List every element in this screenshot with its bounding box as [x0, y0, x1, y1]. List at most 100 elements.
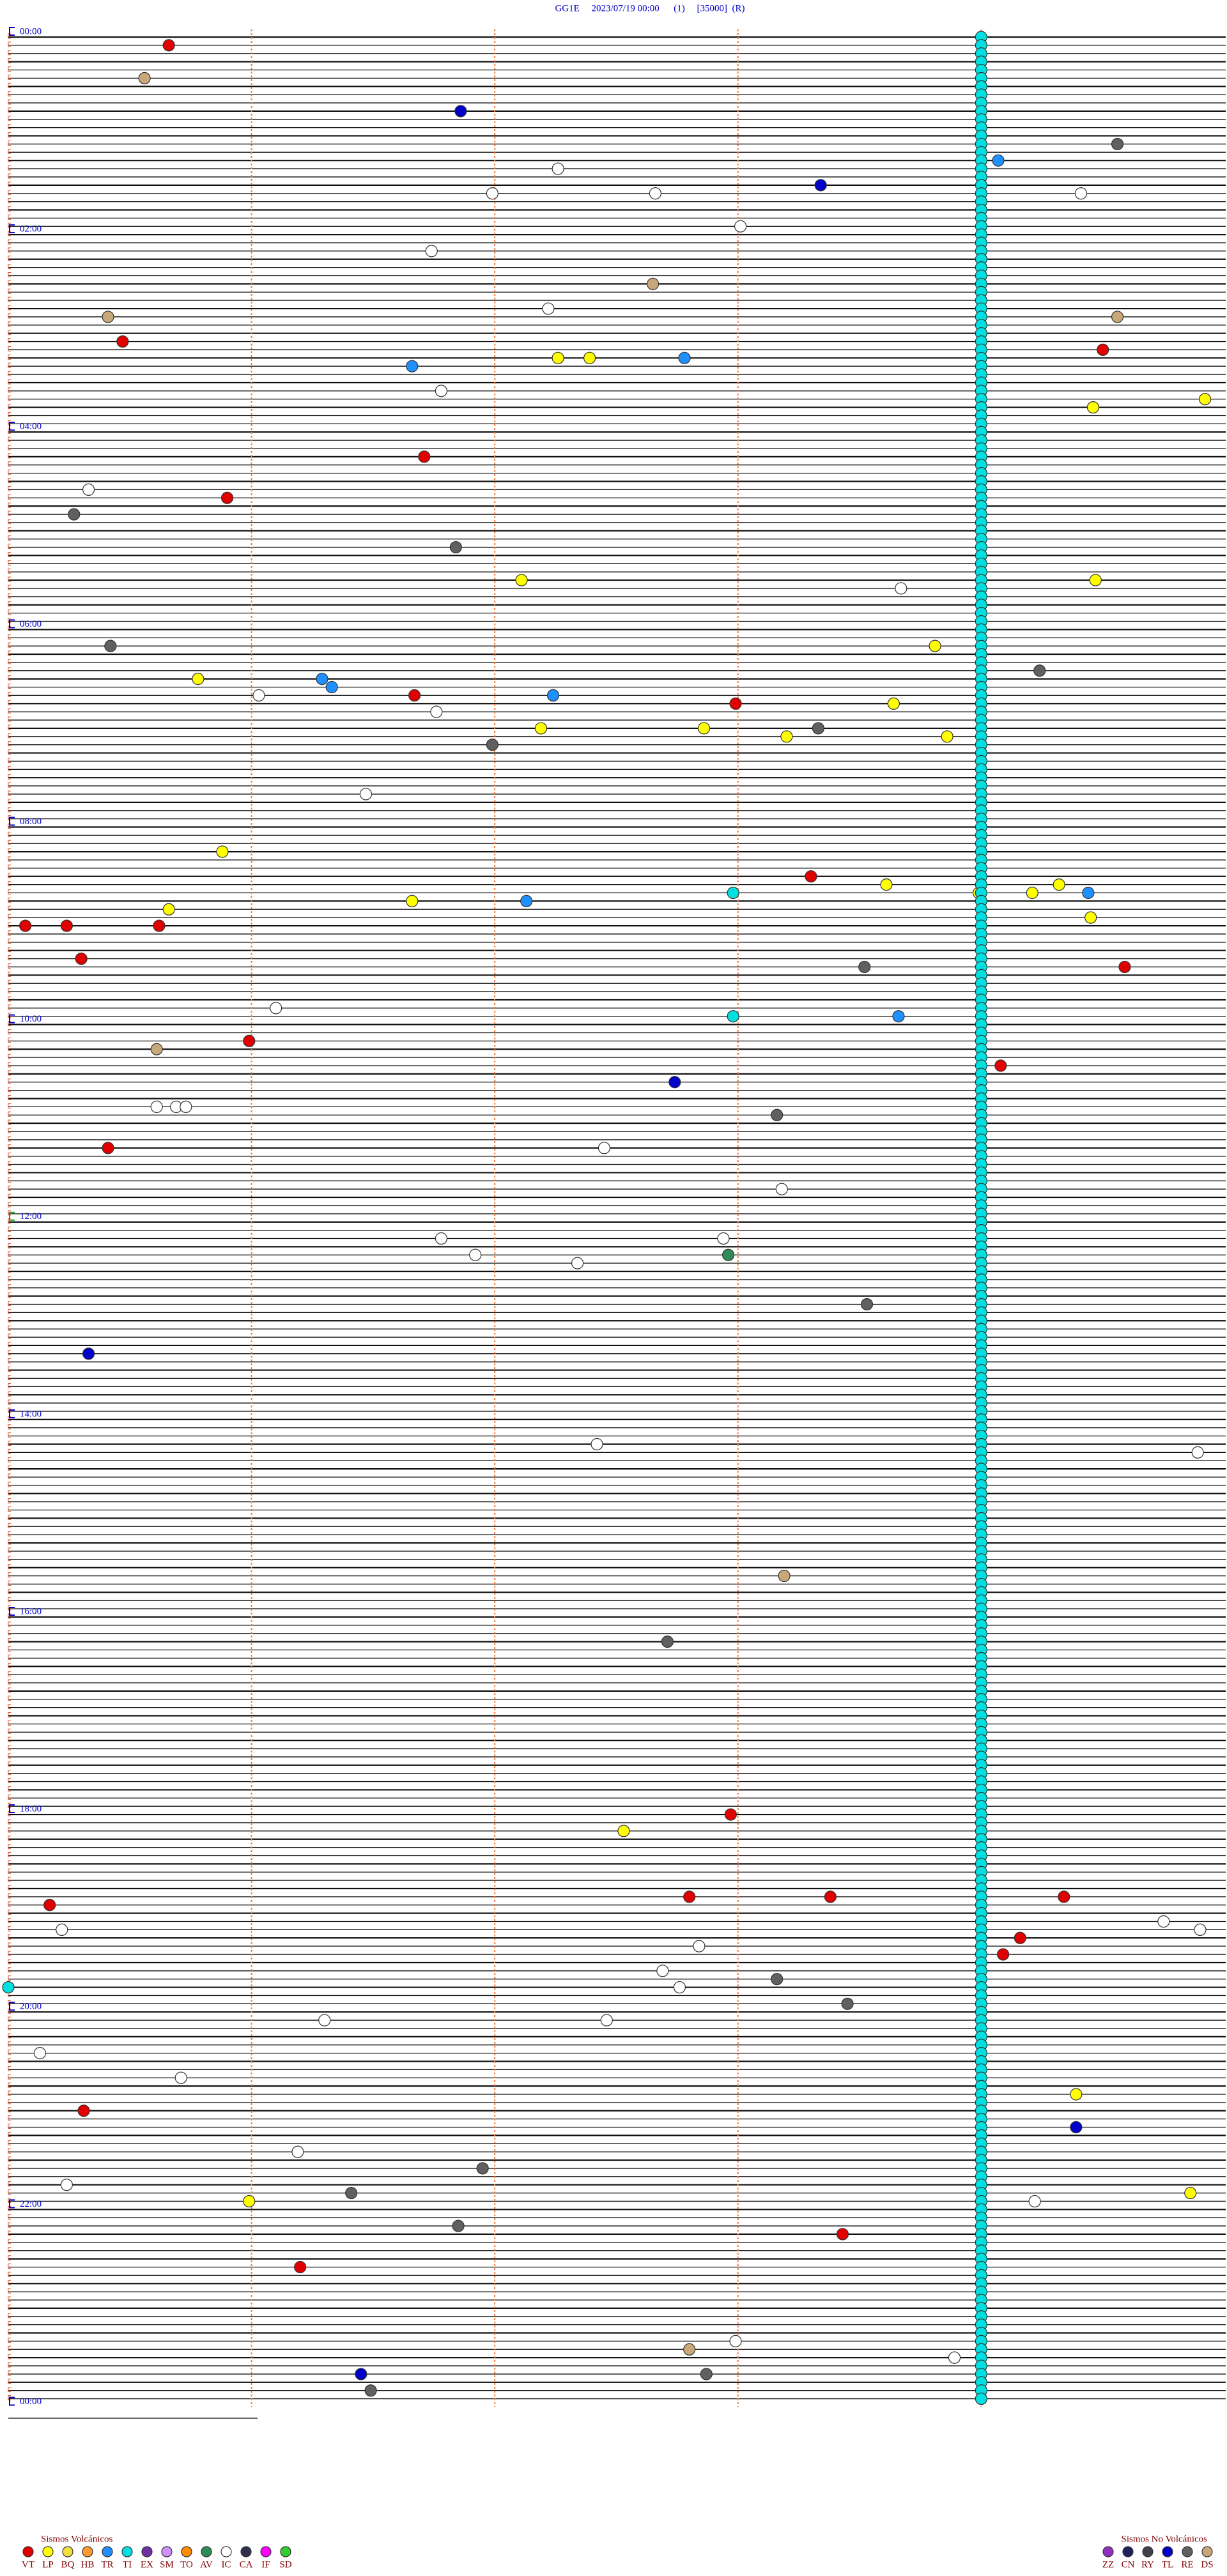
row-marker — [8, 338, 11, 344]
event-marker — [1026, 886, 1038, 900]
row-marker — [8, 1778, 11, 1784]
row-marker — [8, 1037, 11, 1043]
row-marker — [8, 2296, 11, 2302]
row-marker — [8, 1934, 11, 1940]
row-marker — [8, 436, 11, 442]
row-marker — [8, 58, 11, 64]
event-marker — [700, 2368, 713, 2380]
row-marker — [8, 1942, 11, 1948]
row-marker — [8, 799, 11, 804]
row-marker — [8, 1910, 11, 1915]
row-marker — [8, 757, 11, 763]
row-marker — [8, 2082, 11, 2088]
hour-bracket — [9, 1606, 15, 1616]
row-marker — [8, 2016, 11, 2022]
row-marker — [8, 1136, 11, 1142]
row-marker — [8, 107, 11, 113]
event-marker — [162, 39, 175, 52]
row-marker — [8, 1325, 11, 1331]
event-marker — [435, 385, 448, 397]
legend-swatch — [1142, 2546, 1154, 2557]
event-marker — [355, 2368, 367, 2380]
legend-swatch — [1102, 2546, 1114, 2557]
row-marker — [8, 140, 11, 146]
event-marker — [1014, 1931, 1026, 1944]
legend-code: ZZ — [1102, 2559, 1114, 2570]
row-marker — [8, 2033, 11, 2039]
row-marker — [8, 535, 11, 541]
hour-bracket — [9, 619, 15, 629]
row-marker — [8, 2057, 11, 2063]
row-marker — [8, 765, 11, 771]
row-marker — [8, 675, 11, 681]
hour-bracket — [9, 422, 15, 431]
row-marker — [8, 1918, 11, 1924]
row-marker — [8, 1391, 11, 1397]
row-marker — [8, 387, 11, 393]
event-marker — [668, 1076, 681, 1089]
row-marker — [8, 1350, 11, 1356]
row-marker — [8, 2263, 11, 2269]
row-marker — [8, 2304, 11, 2310]
row-marker — [8, 1440, 11, 1446]
event-marker — [68, 508, 81, 521]
row-marker — [8, 1547, 11, 1553]
event-marker — [683, 2343, 696, 2356]
legend-code: CA — [240, 2559, 253, 2570]
row-marker — [8, 650, 11, 656]
event-marker — [180, 1100, 192, 1114]
event-marker — [1084, 911, 1097, 924]
event-marker — [318, 2014, 331, 2027]
event-marker — [892, 1010, 905, 1023]
row-marker — [8, 1926, 11, 1931]
row-marker — [8, 1654, 11, 1660]
row-marker — [8, 1185, 11, 1191]
legend-swatch — [181, 2546, 192, 2557]
row-marker — [8, 1662, 11, 1668]
row-marker — [8, 362, 11, 368]
legend-swatch — [1162, 2546, 1173, 2557]
row-marker — [8, 741, 11, 747]
row-marker — [8, 379, 11, 385]
row-marker — [8, 91, 11, 96]
row-marker — [8, 2247, 11, 2253]
event-marker — [929, 640, 941, 652]
row-marker — [8, 2387, 11, 2393]
hour-bracket — [9, 1804, 15, 1814]
hour-label: 00:00 — [20, 26, 42, 36]
event-marker — [77, 2104, 90, 2117]
event-marker — [2, 1981, 15, 1994]
event-marker — [56, 1923, 68, 1936]
row-marker — [8, 2329, 11, 2335]
row-marker — [8, 1251, 11, 1257]
event-marker — [520, 894, 533, 908]
event-marker — [724, 1808, 737, 1821]
event-marker — [887, 697, 900, 710]
event-marker — [1089, 574, 1102, 586]
event-marker — [1086, 401, 1100, 414]
row-marker — [8, 494, 11, 500]
row-marker — [8, 2025, 11, 2030]
row-marker — [8, 724, 11, 730]
event-marker — [941, 730, 953, 743]
event-marker — [243, 1034, 256, 1047]
row-marker — [8, 1490, 11, 1496]
legend-swatch — [141, 2546, 153, 2557]
row-marker — [8, 1457, 11, 1462]
event-marker — [948, 2351, 961, 2364]
event-marker — [824, 1890, 837, 1903]
event-marker — [771, 1973, 783, 1986]
row-marker — [8, 354, 11, 360]
row-marker — [8, 42, 11, 47]
event-marker — [1198, 393, 1212, 406]
event-marker — [678, 351, 691, 364]
event-marker — [583, 351, 596, 364]
event-marker — [729, 2334, 742, 2347]
event-marker — [43, 1899, 56, 1912]
event-marker — [116, 335, 129, 348]
row-marker — [8, 2321, 11, 2327]
row-marker — [8, 395, 11, 401]
row-marker — [8, 749, 11, 755]
legend-swatch — [220, 2546, 232, 2557]
